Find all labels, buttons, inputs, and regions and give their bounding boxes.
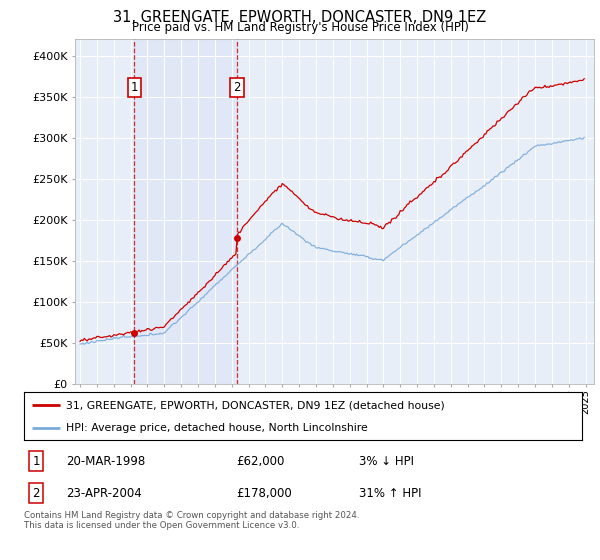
- Text: 2: 2: [233, 81, 241, 94]
- Text: Price paid vs. HM Land Registry's House Price Index (HPI): Price paid vs. HM Land Registry's House …: [131, 21, 469, 34]
- Text: 31% ↑ HPI: 31% ↑ HPI: [359, 487, 421, 500]
- Text: 23-APR-2004: 23-APR-2004: [66, 487, 142, 500]
- Text: 20-MAR-1998: 20-MAR-1998: [66, 455, 145, 468]
- Text: Contains HM Land Registry data © Crown copyright and database right 2024.
This d: Contains HM Land Registry data © Crown c…: [24, 511, 359, 530]
- Text: £62,000: £62,000: [236, 455, 284, 468]
- Text: 31, GREENGATE, EPWORTH, DONCASTER, DN9 1EZ (detached house): 31, GREENGATE, EPWORTH, DONCASTER, DN9 1…: [66, 400, 445, 410]
- Text: 31, GREENGATE, EPWORTH, DONCASTER, DN9 1EZ: 31, GREENGATE, EPWORTH, DONCASTER, DN9 1…: [113, 10, 487, 25]
- Text: 1: 1: [32, 455, 40, 468]
- Text: 1: 1: [131, 81, 138, 94]
- Bar: [134, 39, 237, 384]
- Text: 2: 2: [32, 487, 40, 500]
- Text: £178,000: £178,000: [236, 487, 292, 500]
- Text: 3% ↓ HPI: 3% ↓ HPI: [359, 455, 414, 468]
- Text: HPI: Average price, detached house, North Lincolnshire: HPI: Average price, detached house, Nort…: [66, 423, 368, 433]
